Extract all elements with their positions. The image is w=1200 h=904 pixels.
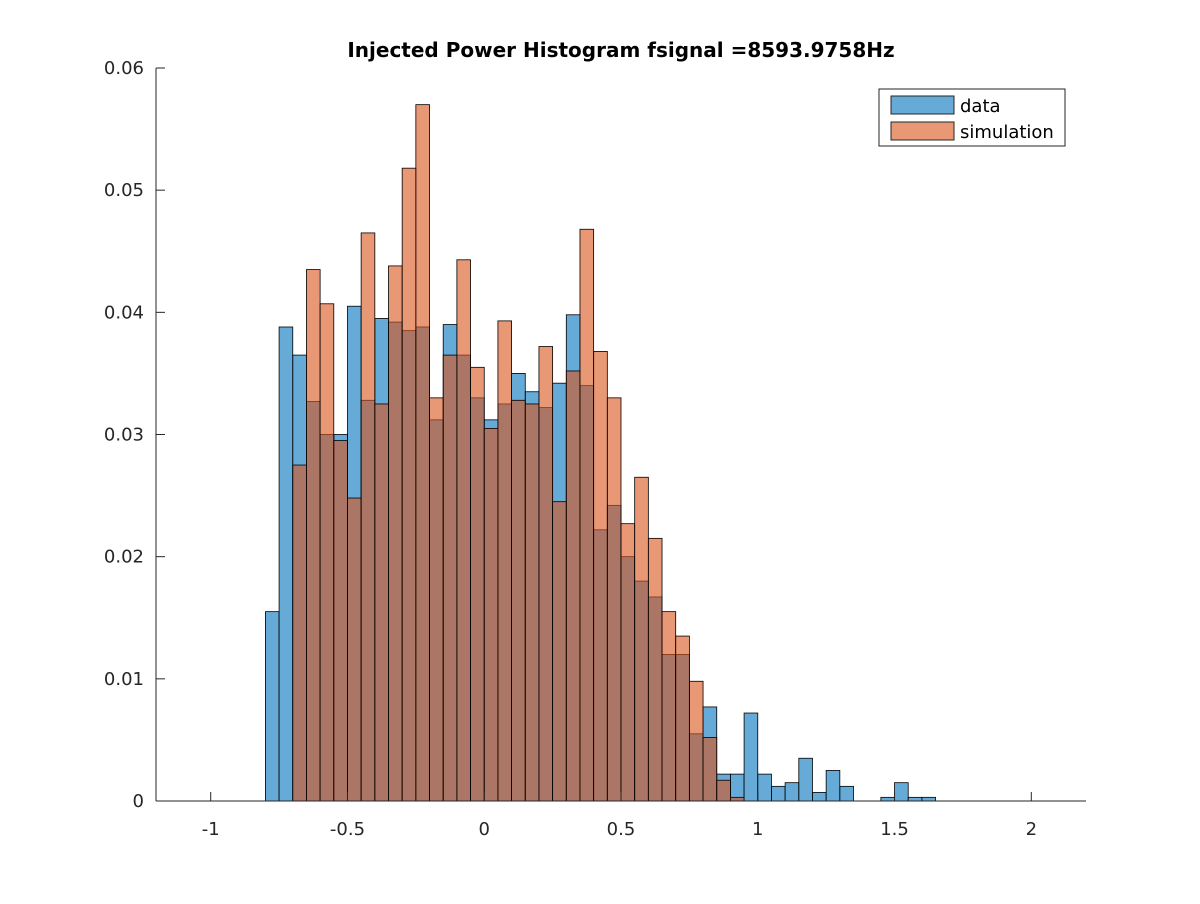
simulation-bar (374, 403, 389, 802)
x-tick-label: -0.5 (330, 819, 365, 840)
simulation-bar (347, 497, 362, 802)
simulation-bar (675, 635, 690, 802)
simulation-bar (388, 265, 403, 802)
simulation-bar (292, 464, 307, 802)
simulation-bar (442, 354, 458, 802)
simulation-bar (483, 427, 499, 802)
simulation-bar (333, 440, 348, 802)
legend-swatch-simulation (890, 121, 955, 141)
tick-labels: -1 -0.5 0 0.5 1 1.5 2 0 0.01 0.02 0.03 0.04 0.05 0.06 (104, 58, 1037, 840)
y-tick-label: 0.05 (104, 180, 144, 201)
simulation-bar (360, 232, 376, 802)
y-tick-label: 0.03 (104, 425, 144, 446)
data-bar (880, 796, 895, 802)
y-tick-label: 0.02 (104, 547, 144, 568)
simulation-bar (401, 167, 417, 802)
chart-title: Injected Power Histogram fsignal =8593.9… (347, 38, 894, 62)
x-tick-label: 1 (752, 819, 763, 840)
data-bar (839, 785, 854, 802)
simulation-bar (497, 320, 512, 802)
data-bar (265, 611, 280, 802)
simulation-bar (319, 303, 335, 802)
legend-label-simulation: simulation (960, 122, 1054, 143)
legend-label-data: data (960, 96, 1001, 117)
simulation-bar (524, 403, 540, 802)
data-bar (907, 796, 923, 802)
x-tick-label: 0.5 (607, 819, 636, 840)
simulation-bar (511, 399, 526, 802)
data-bar (771, 785, 786, 802)
simulation-bar (456, 259, 471, 802)
simulation-bar (606, 397, 622, 802)
simulation-bar (620, 523, 636, 802)
simulation-bar (415, 104, 430, 802)
data-bar (812, 792, 827, 802)
y-tick-label: 0.01 (104, 669, 144, 690)
data-bar (798, 757, 813, 802)
data-bar (921, 796, 936, 802)
simulation-bar (538, 346, 554, 802)
simulation-bar (730, 796, 745, 802)
axes (155, 67, 1086, 802)
data-bar (784, 782, 800, 802)
simulation-bar (634, 476, 649, 802)
x-tick-label: -1 (202, 819, 220, 840)
simulation-series-bars (292, 104, 745, 802)
y-tick-label: 0.04 (104, 302, 144, 323)
simulation-bar (716, 779, 731, 802)
simulation-bar (702, 737, 718, 802)
y-tick-label: 0.06 (104, 58, 144, 79)
simulation-bar (593, 351, 608, 802)
legend-swatch-data (890, 95, 955, 115)
simulation-bar (470, 366, 485, 802)
simulation-bar (579, 228, 595, 802)
simulation-bar (429, 397, 444, 802)
data-bar (743, 712, 759, 802)
simulation-bar (661, 611, 677, 802)
data-bar (825, 770, 841, 802)
x-tick-label: 2 (1026, 819, 1037, 840)
x-tick-label: 1.5 (880, 819, 909, 840)
y-tick-label: 0 (133, 791, 144, 812)
data-bar (278, 326, 294, 802)
simulation-bar (647, 537, 663, 802)
x-tick-label: 0 (479, 819, 490, 840)
data-bar (757, 773, 772, 802)
simulation-bar (552, 501, 567, 802)
simulation-bar (306, 269, 321, 802)
legend: data simulation (878, 88, 1066, 147)
data-bar (894, 782, 909, 802)
simulation-bar (688, 680, 704, 802)
simulation-bar (565, 370, 581, 802)
